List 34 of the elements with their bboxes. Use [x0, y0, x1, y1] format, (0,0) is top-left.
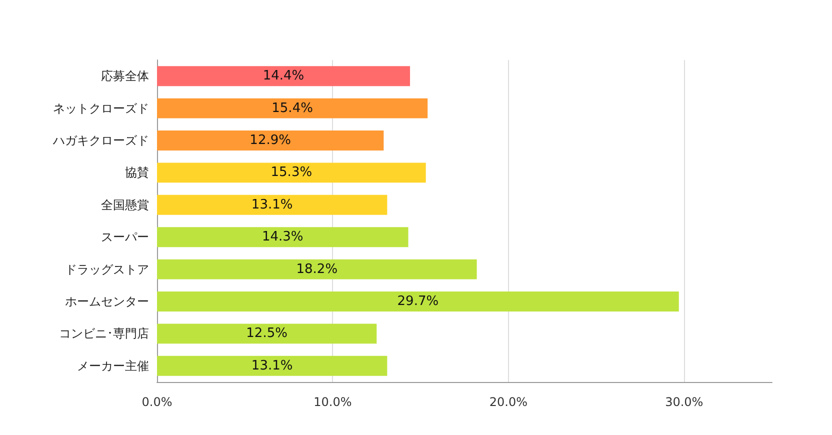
- bar: [157, 130, 384, 150]
- y-tick-label: 全国懸賞: [101, 198, 149, 212]
- data-label: 12.9%: [250, 133, 291, 148]
- x-tick-label: 0.0%: [142, 395, 172, 409]
- y-tick-label: ハガキクローズド: [52, 134, 149, 148]
- bar: [157, 98, 428, 118]
- bar: [157, 292, 679, 312]
- bar: [157, 324, 377, 344]
- y-tick-label: スーパー: [101, 230, 149, 244]
- bar: [157, 66, 410, 86]
- bar: [157, 162, 426, 183]
- y-tick-label: コンビニ･専門店: [59, 326, 149, 341]
- y-tick-label: メーカー主催: [77, 358, 149, 373]
- data-label: 29.7%: [397, 294, 439, 309]
- data-label: 14.3%: [262, 230, 304, 245]
- y-tick-label: 協賛: [125, 166, 149, 180]
- bar: [157, 259, 477, 280]
- data-label: 18.2%: [296, 262, 338, 277]
- x-tick-label: 20.0%: [489, 395, 528, 409]
- x-tick-label: 10.0%: [314, 395, 352, 409]
- data-label: 12.5%: [246, 326, 288, 342]
- data-label: 15.3%: [270, 165, 312, 180]
- y-tick-label: ネットクローズド: [53, 101, 149, 116]
- bar: [157, 356, 388, 376]
- data-label: 15.4%: [272, 100, 313, 116]
- x-tick-label: 30.0%: [665, 395, 704, 409]
- bar: [157, 194, 388, 215]
- y-tick-label: 応募全体: [101, 69, 149, 84]
- bar: [157, 227, 408, 248]
- y-tick-label: ドラッグストア: [65, 262, 149, 276]
- data-label: 13.1%: [251, 197, 293, 212]
- data-label: 13.1%: [251, 358, 293, 374]
- y-tick-label: ホームセンター: [65, 294, 149, 308]
- data-label: 14.4%: [262, 68, 304, 84]
